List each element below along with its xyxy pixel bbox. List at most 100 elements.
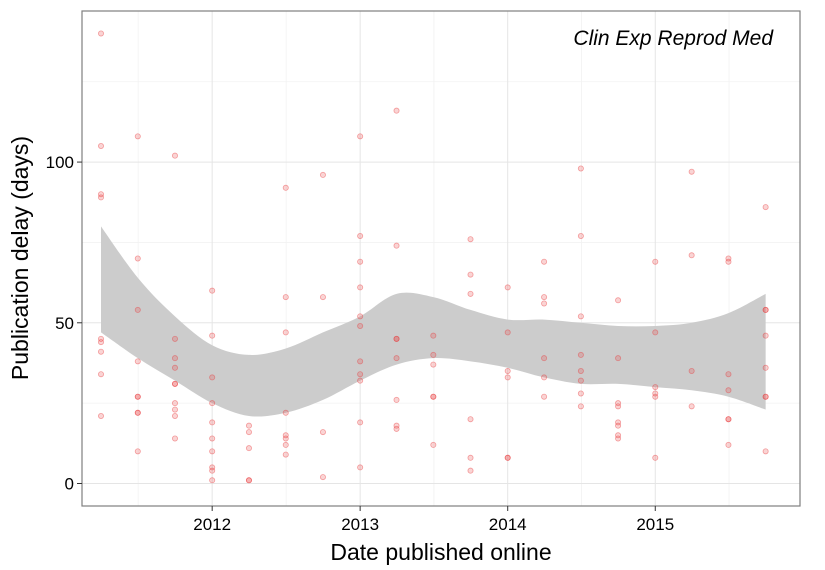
data-point [357, 232, 364, 239]
data-point [171, 380, 178, 387]
data-point [357, 358, 364, 365]
data-point [171, 364, 178, 371]
data-point [615, 435, 622, 442]
data-point [282, 432, 289, 439]
data-point [98, 194, 105, 201]
data-point [577, 313, 584, 320]
data-point [282, 441, 289, 448]
data-point [652, 384, 659, 391]
data-point [577, 232, 584, 239]
data-point [393, 396, 400, 403]
data-point [134, 358, 141, 365]
data-point [209, 467, 216, 474]
data-point [98, 371, 105, 378]
data-point [430, 441, 437, 448]
data-point [98, 191, 105, 198]
y-tick-label: 50 [55, 314, 74, 333]
data-point [319, 171, 326, 178]
axis-ticks: 2012 2013 2014 2015 0 50 100 [46, 153, 675, 534]
data-point [209, 464, 216, 471]
data-point [209, 477, 216, 484]
data-point [504, 329, 511, 336]
data-point [762, 306, 769, 313]
data-point [357, 284, 364, 291]
data-point [541, 294, 548, 301]
data-point [652, 454, 659, 461]
data-point [134, 306, 141, 313]
data-point [171, 335, 178, 342]
data-point [282, 294, 289, 301]
data-point [762, 364, 769, 371]
data-point [393, 335, 400, 342]
x-tick-label: 2013 [341, 515, 379, 534]
data-point [393, 355, 400, 362]
data-point [357, 322, 364, 329]
data-point [652, 329, 659, 336]
data-point [393, 335, 400, 342]
data-point [319, 474, 326, 481]
data-point [504, 374, 511, 381]
data-point [762, 332, 769, 339]
data-point [688, 168, 695, 175]
data-point [725, 416, 732, 423]
data-point [393, 242, 400, 249]
data-point [134, 255, 141, 262]
data-point [134, 393, 141, 400]
data-point [762, 448, 769, 455]
data-point [762, 204, 769, 211]
data-point [134, 409, 141, 416]
data-point [762, 306, 769, 313]
data-point [134, 448, 141, 455]
data-point [319, 294, 326, 301]
data-point [467, 290, 474, 297]
data-point [577, 390, 584, 397]
x-axis-title: Date published online [330, 539, 551, 565]
data-point [393, 107, 400, 114]
data-point [357, 133, 364, 140]
data-point [245, 422, 252, 429]
data-point [245, 477, 252, 484]
data-point [615, 432, 622, 439]
data-point [98, 142, 105, 149]
data-point [393, 422, 400, 429]
data-point [615, 422, 622, 429]
data-point [357, 377, 364, 384]
confidence-band-group [101, 226, 766, 417]
confidence-band [101, 226, 766, 417]
data-point [504, 284, 511, 291]
y-tick-label: 0 [65, 475, 74, 494]
data-point [282, 329, 289, 336]
data-point [467, 467, 474, 474]
data-points [98, 30, 769, 484]
data-point [209, 448, 216, 455]
data-point [245, 429, 252, 436]
data-point [725, 441, 732, 448]
data-point [209, 435, 216, 442]
data-point [541, 258, 548, 265]
data-point [615, 355, 622, 362]
data-point [688, 367, 695, 374]
data-point [98, 335, 105, 342]
data-point [615, 403, 622, 410]
data-point [652, 390, 659, 397]
data-point [209, 287, 216, 294]
data-point [171, 406, 178, 413]
data-point [98, 339, 105, 346]
data-point [688, 252, 695, 259]
data-point [725, 387, 732, 394]
data-point [134, 409, 141, 416]
data-point [171, 435, 178, 442]
data-point [134, 393, 141, 400]
data-point [762, 393, 769, 400]
data-point [430, 351, 437, 358]
data-point [541, 300, 548, 307]
journal-annotation: Clin Exp Reprod Med [573, 27, 774, 50]
data-point [245, 445, 252, 452]
y-axis-title: Publication delay (days) [7, 136, 33, 380]
data-point [577, 377, 584, 384]
data-point [467, 236, 474, 243]
data-point [282, 184, 289, 191]
data-point [171, 380, 178, 387]
data-point [282, 435, 289, 442]
